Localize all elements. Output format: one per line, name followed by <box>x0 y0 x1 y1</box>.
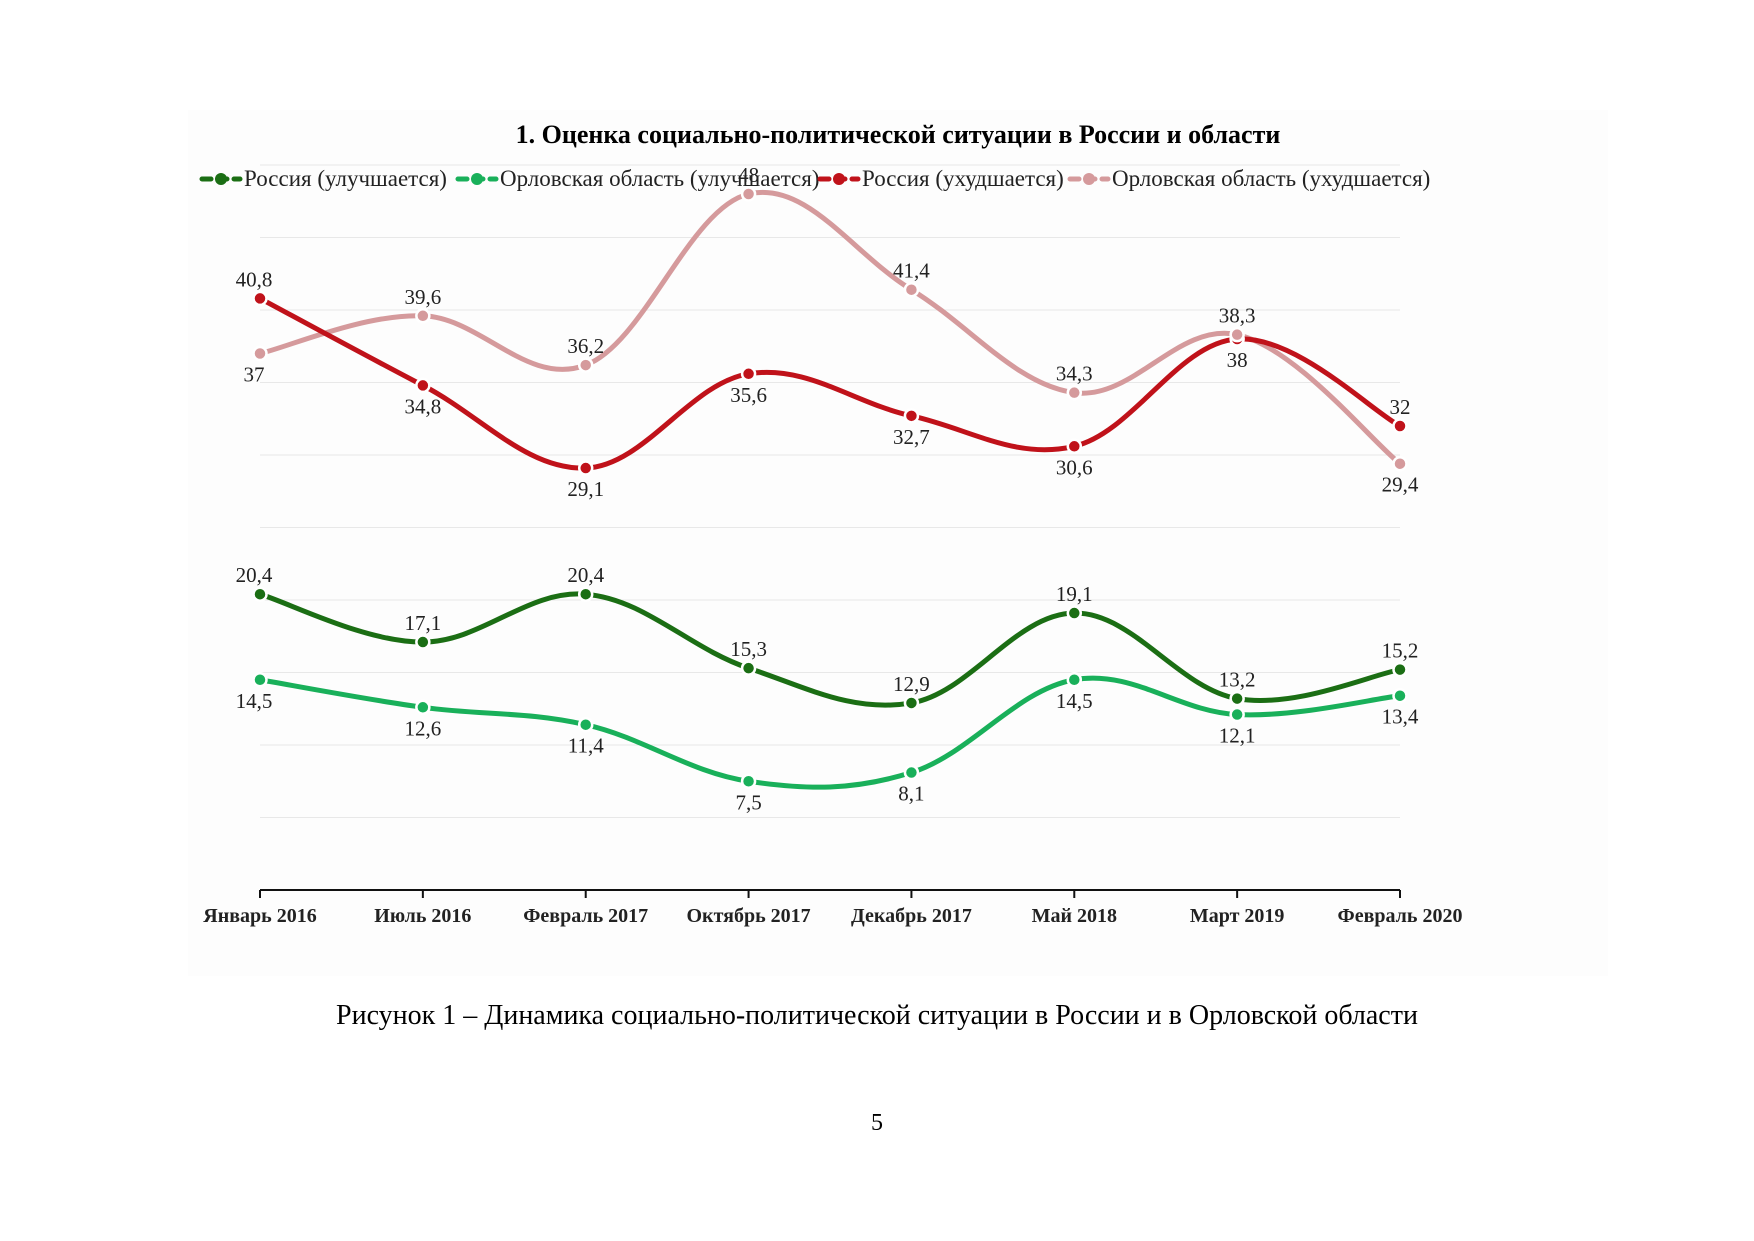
data-label: 20,4 <box>236 563 273 587</box>
x-tick-label: Май 2018 <box>1032 905 1117 927</box>
data-point <box>1066 384 1083 401</box>
legend-swatch-marker <box>833 173 845 185</box>
series-line-3 <box>257 189 1403 467</box>
data-point <box>252 345 268 362</box>
legend-label: Орловская область (улучшается) <box>500 166 820 191</box>
data-point <box>577 357 594 373</box>
legend-label: Орловская область (ухудшается) <box>1112 166 1430 191</box>
data-point <box>1066 438 1083 455</box>
data-label: 8,1 <box>898 782 924 806</box>
data-labels: 20,4 17,1 20,4 15,3 12,9 19,1 13,2 15,2 14,5 12,6… <box>236 163 1419 814</box>
data-point <box>1392 418 1408 434</box>
data-label: 12,9 <box>893 672 930 696</box>
series-line-0 <box>257 591 1403 708</box>
series-line-1 <box>257 675 1403 790</box>
data-label: 36,2 <box>567 334 604 358</box>
data-point <box>252 672 268 688</box>
data-point <box>415 699 431 716</box>
legend-swatch-marker <box>471 173 483 185</box>
data-label: 37 <box>244 363 265 387</box>
data-label: 34,8 <box>404 394 441 418</box>
data-label: 38,3 <box>1219 304 1256 328</box>
x-tick-label: Февраль 2017 <box>523 905 648 927</box>
data-label: 15,2 <box>1382 639 1419 663</box>
data-label: 32 <box>1390 395 1411 419</box>
data-label: 7,5 <box>735 790 761 814</box>
data-point <box>415 377 431 394</box>
data-label: 19,1 <box>1056 582 1093 606</box>
legend-label: Россия (ухудшается) <box>862 166 1064 191</box>
data-label: 17,1 <box>404 611 441 635</box>
data-point <box>1229 690 1245 707</box>
line-chart: 1. Оценка социально-политической ситуаци… <box>199 120 1463 927</box>
data-label: 13,2 <box>1219 668 1256 692</box>
x-tick-label: Декабрь 2017 <box>851 905 972 927</box>
data-point <box>1229 326 1245 343</box>
data-point <box>1066 672 1083 688</box>
x-tick-label: Январь 2016 <box>203 905 316 927</box>
legend: Россия (улучшается) Орловская область (ул… <box>199 166 1430 191</box>
x-tick-label: Октябрь 2017 <box>686 905 810 927</box>
data-point <box>415 308 431 324</box>
data-label: 34,3 <box>1056 362 1093 386</box>
data-point <box>1066 605 1083 621</box>
data-label: 32,7 <box>893 425 930 449</box>
legend-swatch-marker <box>1083 173 1095 185</box>
page-number: 5 <box>871 1110 883 1136</box>
data-label: 14,5 <box>1056 689 1093 713</box>
series-points <box>252 186 1408 789</box>
data-label: 20,4 <box>567 563 604 587</box>
data-label: 29,1 <box>567 477 604 501</box>
data-label: 12,6 <box>404 716 441 740</box>
data-label: 15,3 <box>730 637 767 661</box>
data-label: 35,6 <box>730 383 767 407</box>
data-label: 39,6 <box>404 285 441 309</box>
x-tick-label: Март 2019 <box>1190 905 1285 927</box>
legend-label: Россия (улучшается) <box>244 166 447 191</box>
data-point <box>903 408 920 424</box>
data-label: 38 <box>1227 348 1248 372</box>
x-tick-label: Февраль 2020 <box>1338 905 1463 927</box>
legend-item: Орловская область (улучшается) <box>455 166 820 191</box>
data-label: 11,4 <box>568 734 604 758</box>
data-point <box>740 366 757 382</box>
data-point <box>577 460 594 476</box>
legend-item: Орловская область (ухудшается) <box>1067 166 1430 191</box>
data-point <box>903 695 920 711</box>
data-point <box>252 290 268 307</box>
data-point <box>252 586 268 602</box>
data-point <box>903 764 920 781</box>
legend-item: Россия (улучшается) <box>199 166 447 191</box>
data-point <box>903 281 920 298</box>
legend-swatch-marker <box>215 173 227 185</box>
data-label: 40,8 <box>236 267 273 291</box>
data-label: 48 <box>738 163 759 187</box>
chart-panel: 1. Оценка социально-политической ситуаци… <box>188 110 1608 976</box>
data-label: 41,4 <box>893 259 930 283</box>
data-point <box>415 634 431 650</box>
x-axis: Январь 2016 Июль 2016 Февраль 2017 Октябрь … <box>203 889 1463 927</box>
legend-item: Россия (ухудшается) <box>817 166 1064 191</box>
data-point <box>740 773 757 789</box>
gridlines <box>260 164 1400 818</box>
data-label: 13,4 <box>1382 705 1419 729</box>
data-point <box>1392 455 1408 472</box>
data-point <box>577 716 594 733</box>
data-point <box>1392 661 1408 678</box>
data-label: 14,5 <box>236 689 273 713</box>
chart-title: 1. Оценка социально-политической ситуаци… <box>516 120 1281 149</box>
x-tick-label: Июль 2016 <box>374 905 471 927</box>
series-line-2 <box>257 295 1403 471</box>
data-point <box>740 186 757 202</box>
data-label: 12,1 <box>1219 724 1256 748</box>
data-point <box>740 660 757 676</box>
series-lines <box>257 189 1403 790</box>
data-point <box>577 586 594 602</box>
data-label: 30,6 <box>1056 455 1093 479</box>
data-point <box>1229 706 1245 723</box>
data-label: 29,4 <box>1382 473 1419 497</box>
data-point <box>1392 687 1408 704</box>
figure-caption: Рисунок 1 – Динамика социально-политичес… <box>336 1000 1418 1031</box>
